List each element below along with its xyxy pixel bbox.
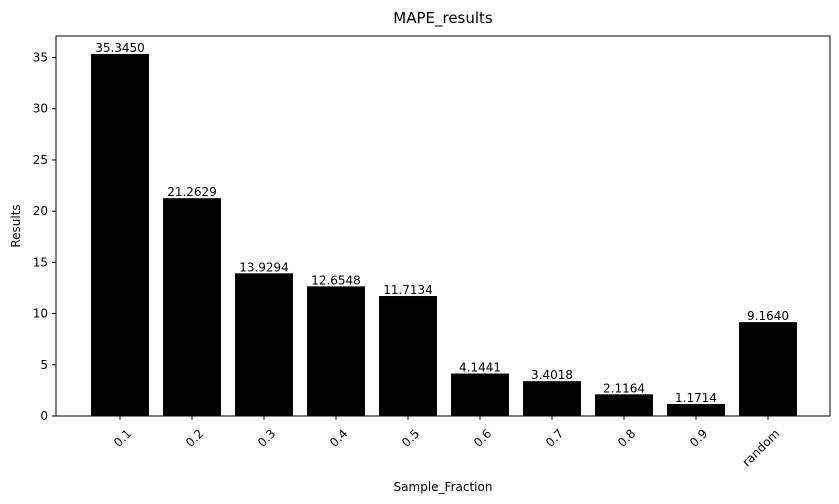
y-tick-label: 15 (33, 255, 48, 269)
bar-value-label: 4.1441 (459, 361, 501, 375)
bar (523, 381, 581, 416)
bar (235, 273, 293, 416)
x-tick-label: 0.9 (687, 426, 710, 449)
bar-value-label: 12.6548 (311, 273, 361, 287)
y-tick-label: 5 (40, 358, 48, 372)
x-tick-label: 0.4 (327, 426, 350, 449)
y-axis-label: Results (9, 204, 23, 247)
x-tick-label: random (740, 426, 783, 469)
x-axis-label: Sample_Fraction (394, 480, 493, 494)
bar-value-label: 35.3450 (95, 41, 145, 55)
x-tick-label: 0.2 (183, 426, 206, 449)
bar-value-label: 13.9294 (239, 260, 289, 274)
bar (379, 296, 437, 416)
y-tick-label: 20 (33, 204, 48, 218)
x-tick-label: 0.3 (255, 426, 278, 449)
y-tick-label: 25 (33, 153, 48, 167)
y-tick-label: 10 (33, 307, 48, 321)
bar-value-label: 11.7134 (383, 283, 433, 297)
x-tick-label: 0.8 (615, 426, 638, 449)
x-tick-label: 0.6 (471, 426, 494, 449)
bar-value-label: 2.1164 (603, 381, 645, 395)
bar (667, 404, 725, 416)
bar (163, 198, 221, 416)
bar (91, 53, 149, 417)
x-tick-label: 0.7 (543, 426, 566, 449)
bars-group: 35.3450 21.2629 13.9294 12.6548 11.7134 4.144… (91, 41, 797, 417)
bar (451, 373, 509, 416)
chart-title: MAPE_results (393, 9, 493, 28)
bar (739, 322, 797, 416)
bar-value-label: 21.2629 (167, 185, 217, 199)
y-tick-label: 35 (33, 51, 48, 65)
bar-value-label: 1.1714 (675, 391, 717, 405)
bar-value-label: 3.4018 (531, 368, 573, 382)
y-tick-label: 30 (33, 102, 48, 116)
y-tick-label: 0 (40, 409, 48, 423)
bar-value-label: 9.1640 (747, 309, 789, 323)
x-tick-label: 0.5 (399, 426, 422, 449)
bar (307, 286, 365, 416)
bar (595, 394, 653, 416)
x-tick-label: 0.1 (111, 426, 134, 449)
y-axis: 0 5 10 15 20 25 30 35 (33, 51, 56, 423)
x-axis: 0.1 0.2 0.3 0.4 0.5 0.6 0.7 0.8 0.9 random (111, 416, 782, 469)
plot-frame (55, 35, 831, 417)
